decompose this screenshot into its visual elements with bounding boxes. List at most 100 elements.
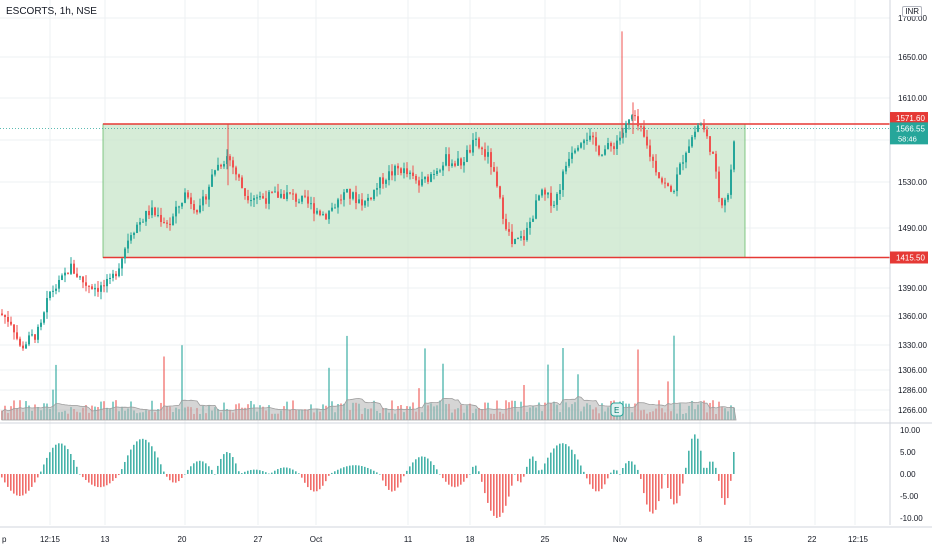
candle-body <box>85 282 87 286</box>
oscillator-bar <box>154 451 156 474</box>
candle-body <box>607 143 609 150</box>
oscillator-bar <box>265 472 267 474</box>
candle-body <box>421 179 423 186</box>
oscillator-bar <box>28 474 30 491</box>
oscillator-bar <box>91 474 93 485</box>
oscillator-bar <box>712 461 714 474</box>
candle-body <box>73 263 75 274</box>
candle-body <box>481 147 483 150</box>
oscillator-bar <box>217 465 219 474</box>
oscillator-bar <box>193 463 195 474</box>
candle-body <box>7 316 9 322</box>
candle-body <box>1 313 3 316</box>
oscillator-bar <box>730 474 732 481</box>
candle-body <box>31 334 33 336</box>
oscillator-bar <box>133 444 135 474</box>
oscillator-bar <box>178 474 180 482</box>
volume-bar <box>673 335 675 420</box>
candle-body <box>604 149 606 155</box>
candle-body <box>40 322 42 327</box>
candle-body <box>289 192 291 194</box>
candle-body <box>697 125 699 132</box>
oscillator-bar <box>505 474 507 506</box>
candle-body <box>244 188 246 196</box>
candles <box>1 31 735 351</box>
candle-body <box>370 197 372 200</box>
currency-label[interactable]: INR <box>902 6 922 17</box>
candle-body <box>322 214 324 216</box>
candle-body <box>391 171 393 176</box>
candle-body <box>211 174 213 187</box>
oscillator-bar <box>208 466 210 474</box>
candle-body <box>28 335 30 345</box>
candle-body <box>106 278 108 287</box>
price-tick: 1700.00 <box>898 14 927 23</box>
candle-body <box>703 124 705 130</box>
oscillator-bar <box>331 472 333 474</box>
candle-body <box>529 221 531 228</box>
oscillator-bar <box>583 471 585 474</box>
oscillator-bar <box>19 474 21 496</box>
candle-body <box>559 189 561 194</box>
oscillator-bar <box>364 466 366 474</box>
candle-body <box>136 224 138 233</box>
oscillator-bar <box>13 474 15 494</box>
oscillator-bar <box>553 448 555 474</box>
candle-body <box>460 158 462 166</box>
candle-body <box>634 115 636 117</box>
oscillator-bar <box>493 474 495 516</box>
oscillator-bar <box>544 463 546 474</box>
volume-bar <box>418 388 420 420</box>
candle-body <box>544 189 546 195</box>
oscillator-bar <box>667 474 669 488</box>
oscillator-bar <box>391 474 393 492</box>
candle-body <box>49 291 51 299</box>
oscillator-bar <box>94 474 96 487</box>
oscillator-bar <box>73 460 75 474</box>
candle-body <box>439 170 441 172</box>
oscillator-bar <box>565 444 567 474</box>
oscillator-bar <box>607 474 609 479</box>
channel-top-label-bg <box>890 112 928 125</box>
time-axis[interactable]: p 12:15 13 20 27 Oct 11 18 25 Nov 8 15 22 12:15 <box>0 526 932 544</box>
oscillator-bar <box>541 469 543 474</box>
candle-body <box>37 326 39 340</box>
oscillator-bar <box>322 474 324 486</box>
earnings-icon[interactable]: E <box>610 402 624 417</box>
time-label: Nov <box>613 535 627 544</box>
price-tick: 1360.00 <box>898 312 927 321</box>
oscillator-bar <box>349 465 351 474</box>
oscillator-bar <box>502 474 504 513</box>
candle-body <box>226 156 228 165</box>
oscillator-bar <box>511 474 513 486</box>
time-label: 27 <box>254 535 263 544</box>
candle-body <box>352 192 354 199</box>
candle-body <box>178 206 180 208</box>
oscillator-bar <box>604 474 606 485</box>
candle-body <box>664 182 666 184</box>
oscillator-bar <box>520 474 522 483</box>
candle-body <box>454 163 456 166</box>
volume-bar <box>163 356 165 420</box>
candle-body <box>400 168 402 174</box>
oscillator-bar <box>76 466 78 474</box>
oscillator-bar <box>16 474 18 496</box>
oscillator-bar <box>481 474 483 482</box>
oscillator-bar <box>469 474 471 475</box>
candle-body <box>631 115 633 120</box>
candle-body <box>334 207 336 209</box>
candle-body <box>451 163 453 167</box>
candle-body <box>223 164 225 167</box>
oscillator-bar <box>613 469 615 474</box>
candle-body <box>541 189 543 196</box>
candle-body <box>202 196 204 206</box>
oscillator-bar <box>346 466 348 474</box>
candle-body <box>469 149 471 153</box>
oscillator-axis[interactable]: 10.00 5.00 0.00 -5.00 -10.00 <box>900 426 923 523</box>
candle-body <box>547 192 549 195</box>
candle-body <box>682 162 684 164</box>
candle-body <box>196 210 198 213</box>
candle-body <box>667 183 669 187</box>
oscillator-bar <box>145 439 147 474</box>
